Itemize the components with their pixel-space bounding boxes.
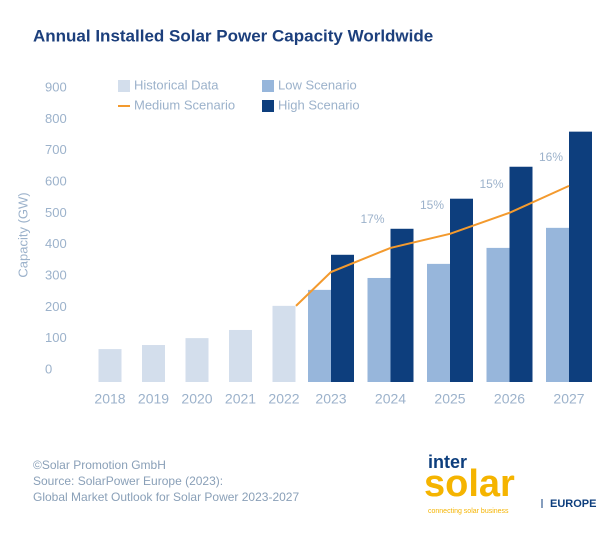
y-tick-label: 800 bbox=[45, 111, 67, 126]
bar bbox=[142, 345, 165, 382]
bar bbox=[272, 305, 296, 382]
y-tick-label: 300 bbox=[45, 267, 67, 282]
line-series bbox=[295, 184, 570, 307]
annotation: 16% bbox=[539, 150, 563, 164]
footer-line: ©Solar Promotion GmbH bbox=[33, 458, 166, 472]
y-tick-label: 0 bbox=[45, 361, 52, 376]
annotation: 17% bbox=[360, 212, 384, 226]
bar bbox=[450, 198, 473, 382]
bar bbox=[486, 247, 510, 382]
legend-swatch bbox=[118, 80, 130, 92]
logo-top: inter bbox=[428, 452, 467, 472]
y-axis-label: Capacity (GW) bbox=[15, 192, 30, 277]
footer-line: Source: SolarPower Europe (2023): bbox=[33, 474, 223, 488]
x-tick-label: 2020 bbox=[181, 391, 212, 407]
x-tick-label: 2026 bbox=[494, 391, 525, 407]
y-tick-label: 400 bbox=[45, 236, 67, 251]
legend-swatch bbox=[262, 100, 274, 112]
bar bbox=[367, 277, 391, 382]
bar bbox=[229, 329, 252, 382]
chart-title: Annual Installed Solar Power Capacity Wo… bbox=[33, 26, 433, 45]
bar bbox=[185, 338, 209, 382]
x-tick-label: 2022 bbox=[268, 391, 299, 407]
legend-label: Medium Scenario bbox=[134, 97, 235, 112]
bar bbox=[569, 131, 592, 382]
logo-region: EUROPE bbox=[550, 498, 596, 510]
y-tick-label: 600 bbox=[45, 173, 67, 188]
bar bbox=[427, 263, 450, 382]
bar bbox=[331, 254, 354, 382]
logo-tagline: connecting solar business bbox=[428, 508, 509, 515]
x-tick-label: 2018 bbox=[94, 391, 125, 407]
x-tick-label: 2025 bbox=[434, 391, 465, 407]
bar bbox=[546, 227, 569, 382]
legend-label: Historical Data bbox=[134, 77, 219, 92]
x-tick-label: 2024 bbox=[375, 391, 406, 407]
x-tick-label: 2019 bbox=[138, 391, 169, 407]
x-tick-label: 2023 bbox=[315, 391, 346, 407]
annotation: 15% bbox=[479, 177, 503, 191]
y-tick-label: 900 bbox=[45, 79, 67, 94]
bar bbox=[98, 349, 122, 382]
bar bbox=[308, 289, 331, 382]
annotation: 15% bbox=[420, 198, 444, 212]
legend-label: High Scenario bbox=[278, 97, 360, 112]
y-tick-label: 200 bbox=[45, 299, 67, 314]
legend-swatch bbox=[262, 80, 274, 92]
y-tick-label: 500 bbox=[45, 205, 67, 220]
legend-label: Low Scenario bbox=[278, 77, 357, 92]
x-tick-label: 2021 bbox=[225, 391, 256, 407]
bar bbox=[390, 228, 414, 382]
footer-line: Global Market Outlook for Solar Power 20… bbox=[33, 490, 299, 504]
x-tick-label: 2027 bbox=[553, 391, 584, 407]
bar bbox=[509, 166, 533, 382]
y-tick-label: 100 bbox=[45, 330, 67, 345]
logo-main: solar bbox=[424, 463, 515, 505]
y-tick-label: 700 bbox=[45, 142, 67, 157]
